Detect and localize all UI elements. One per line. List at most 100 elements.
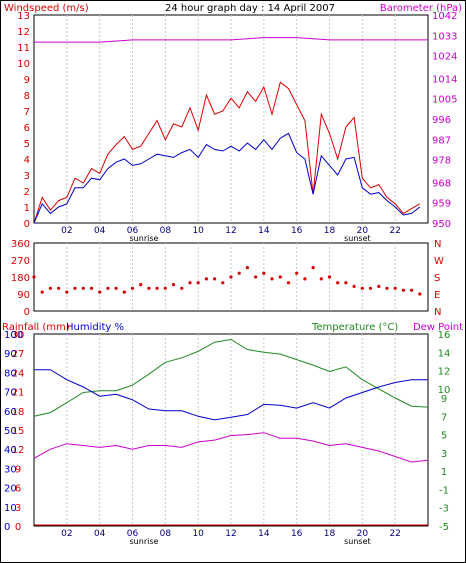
direction-point: [262, 271, 266, 275]
temp-y-tick: 7: [441, 412, 447, 423]
baro-y-tick: 1024: [432, 52, 457, 63]
humidity-y-tick: 90: [4, 349, 17, 360]
direction-y-ticks: 0 90 180 270 360: [11, 239, 30, 318]
rain-x-tick: 02: [61, 529, 72, 539]
temp-y-tick: 3: [441, 449, 447, 460]
baro-y-tick: 1042: [432, 11, 457, 22]
temp-y-tick: 10: [438, 385, 451, 396]
baro-y-tick: 950: [432, 219, 451, 230]
direction-point: [98, 290, 102, 294]
direction-point: [196, 281, 200, 285]
wind-x-tick: 16: [291, 226, 303, 236]
rain-y-tick: 15: [12, 426, 25, 437]
compass-label: W: [434, 256, 444, 267]
direction-point: [221, 281, 225, 285]
direction-point: [303, 277, 307, 281]
direction-point: [73, 286, 77, 290]
rain-x-tick: 16: [291, 529, 303, 539]
direction-point: [188, 281, 192, 285]
rain-x-tick: 22: [389, 529, 400, 539]
wind-x-tick: 10: [192, 226, 204, 236]
direction-point: [278, 275, 282, 279]
direction-point: [57, 286, 61, 290]
humidity-y-tick: 60: [4, 407, 17, 418]
compass-label: N: [434, 307, 441, 318]
rain-x-ticks: 02 04 06 08 10 12 14 16 18 20 22: [61, 529, 401, 539]
compass-label: N: [434, 239, 441, 250]
direction-point: [106, 286, 110, 290]
direction-point: [204, 277, 208, 281]
baro-y-tick: 987: [432, 135, 451, 146]
direction-point: [229, 275, 233, 279]
temp-y-tick: 14: [438, 348, 451, 359]
wind-y-tick: 6: [24, 123, 30, 134]
temp-y-tick: -5: [439, 522, 449, 533]
wind-series-line: [34, 37, 428, 43]
direction-point: [48, 286, 53, 290]
direction-point: [32, 275, 36, 279]
direction-y-tick: 90: [17, 290, 30, 301]
sunrise-label: sunrise: [130, 234, 159, 243]
direction-point: [327, 275, 332, 279]
baro-y-tick: 996: [432, 115, 451, 126]
direction-y-tick: 0: [24, 307, 30, 318]
direction-point: [122, 290, 126, 294]
temp-y-tick: -1: [439, 485, 449, 496]
rain-x-tick: 12: [225, 529, 236, 539]
rain-y-ticks: 0 3 6 9 12 15 18 21 24 27 30: [12, 330, 25, 533]
rain-x-tick: 06: [127, 529, 139, 539]
baro-y-tick: 959: [432, 199, 451, 210]
rain-x-tick: 10: [192, 529, 204, 539]
wind-x-tick: 20: [357, 226, 369, 236]
wind-series: [33, 37, 428, 224]
direction-point: [401, 288, 405, 292]
rain-hum-temp-line: [34, 369, 428, 421]
direction-point: [360, 286, 364, 290]
rain-x-tick: 14: [258, 529, 270, 539]
wind-y-tick: 7: [24, 107, 30, 118]
wind-grid: [66, 15, 396, 223]
wind-x-tick: 14: [258, 226, 270, 236]
direction-point: [147, 286, 151, 290]
rain-x-tick: 18: [324, 529, 336, 539]
humidity-y-tick: 30: [4, 464, 17, 475]
baro-y-tick: 1005: [432, 95, 457, 106]
direction-y-tick: 360: [11, 239, 30, 250]
rain-y-tick: 30: [12, 330, 25, 341]
rain-hum-temp-line: [33, 432, 429, 463]
chart-title: 24 hour graph day : 14 April 2007: [165, 3, 335, 14]
wind-y-tick: 11: [17, 43, 30, 54]
direction-point: [171, 283, 176, 287]
humidity-y-tick: 80: [4, 368, 17, 379]
temp-y-tick: 12: [438, 367, 451, 378]
direction-point: [385, 286, 389, 290]
temp-y-tick: 5: [441, 431, 447, 442]
humidity-y-tick: 100: [4, 330, 23, 341]
wind-x-tick: 12: [225, 226, 236, 236]
wind-y-tick: 13: [17, 11, 30, 22]
baro-axis-title: Barometer (hPa): [380, 3, 462, 14]
rain-y-tick: 21: [12, 388, 25, 399]
humidity-y-tick: 50: [4, 426, 17, 437]
rain-axis-title: Rainfall (mm): [2, 322, 70, 333]
humidity-y-tick: 20: [4, 484, 17, 495]
direction-point: [368, 286, 373, 290]
direction-point: [319, 277, 323, 281]
direction-point: [40, 290, 44, 294]
direction-points: [32, 266, 422, 296]
sunset-label-2: sunset: [344, 537, 371, 546]
direction-y-tick: 270: [11, 256, 30, 267]
rain-y-tick: 0: [15, 522, 21, 533]
wind-sun-labels: sunrise sunset: [130, 234, 371, 243]
rain-x-tick: 08: [160, 529, 172, 539]
direction-point: [352, 284, 356, 288]
rain-grid: [66, 334, 396, 526]
wind-y-tick: 2: [24, 187, 30, 198]
humidity-y-tick: 0: [4, 522, 10, 533]
humidity-y-tick: 70: [4, 388, 17, 399]
direction-point: [377, 284, 381, 288]
